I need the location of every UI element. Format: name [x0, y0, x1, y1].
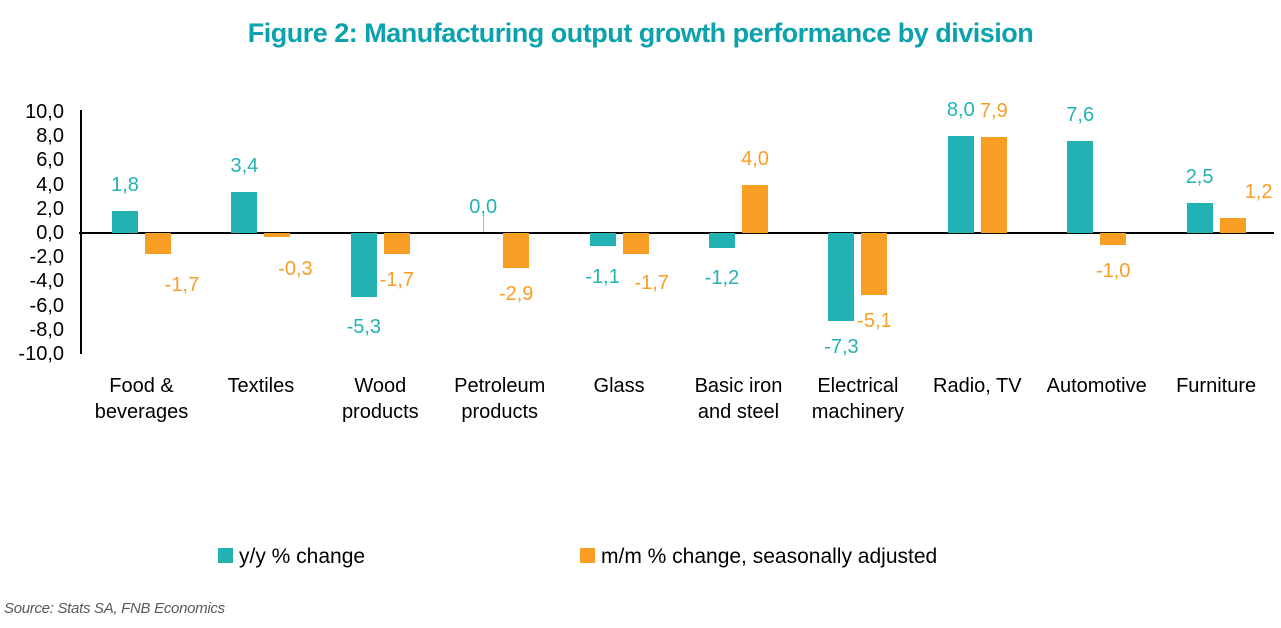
x-axis-category-label: Radio, TV — [933, 375, 1022, 397]
y-axis-tick-label: -4,0 — [29, 270, 64, 293]
bar-mm-3 — [503, 233, 530, 269]
legend-swatch-teal — [218, 548, 233, 563]
bar-value-label: 3,4 — [230, 154, 259, 177]
bar-value-label: -2,9 — [498, 283, 534, 306]
bar-mm-0 — [145, 233, 171, 254]
bar-value-label: -1,7 — [634, 271, 669, 294]
y-axis-tick-label: -8,0 — [29, 318, 64, 341]
legend-label-yy: y/y % change — [239, 545, 366, 568]
y-axis-tick-label: 2,0 — [36, 197, 64, 220]
bar-mm-1 — [264, 233, 291, 237]
y-axis-tick-label: 4,0 — [36, 173, 64, 196]
bar-value-label: -5,1 — [857, 309, 892, 332]
bar-yy-9 — [1186, 202, 1213, 233]
bar-yy-7 — [947, 136, 974, 233]
x-axis-category-label: Electrical machinery — [811, 375, 905, 423]
chart-legend: y/y % change m/m % change, seasonally ad… — [0, 545, 1281, 569]
bar-value-label: 7,9 — [979, 100, 1008, 123]
bar-mm-7 — [980, 137, 1007, 233]
x-axis-category-label: Automotive — [1046, 375, 1147, 397]
bar-value-label: -5,3 — [346, 316, 382, 339]
bar-value-label: -1,0 — [1095, 260, 1131, 283]
bar-value-label: 0,0 — [469, 196, 498, 218]
bar-value-label: -1,7 — [379, 268, 415, 291]
x-axis-category-label: Furniture — [1176, 375, 1257, 397]
x-axis-category-label: Basic iron and steel — [694, 375, 783, 423]
bar-value-label: -7,3 — [824, 336, 859, 359]
bar-value-label: 1,8 — [111, 174, 139, 197]
bar-value-label: 2,5 — [1185, 165, 1214, 188]
x-axis-category-label: Food & beverages — [94, 375, 189, 423]
x-axis-category-label: Glass — [593, 375, 645, 397]
x-axis-zero-line — [79, 232, 1274, 234]
bar-value-label: 8,0 — [946, 99, 975, 122]
bar-mm-2 — [383, 233, 410, 254]
legend-label-mm: m/m % change, seasonally adjusted — [601, 545, 938, 568]
bar-yy-0 — [112, 211, 138, 233]
bar-yy-5 — [709, 233, 735, 248]
bar-value-label: -1,7 — [164, 273, 200, 296]
y-axis-tick-label: 10,0 — [25, 101, 64, 123]
bar-mm-4 — [622, 233, 649, 254]
x-axis-category-label: Textiles — [227, 375, 295, 397]
bar-value-label: -1,1 — [585, 266, 620, 289]
y-axis-tick-label: 0,0 — [36, 222, 64, 244]
bar-yy-4 — [589, 233, 616, 247]
bar-yy-2 — [350, 233, 377, 298]
y-axis-tick-label: 6,0 — [36, 149, 64, 172]
plot-area: 10,0 8,0 6,0 4,0 2,0 0,0 -2,0 -4,0 -6,0 -8,0 -10,0… — [18, 99, 1274, 423]
bar-yy-8 — [1067, 141, 1094, 233]
source-note: Source: Stats SA, FNB Economics — [4, 600, 225, 617]
bar-yy-1 — [231, 191, 258, 233]
zero-value-marker — [483, 213, 485, 232]
bar-value-label: -1,2 — [704, 266, 740, 289]
bar-yy-6 — [828, 233, 855, 322]
y-axis-tick-label: -2,0 — [29, 246, 64, 269]
bar-value-label: 4,0 — [741, 147, 769, 170]
x-axis-category-label: Petroleum products — [454, 375, 546, 423]
legend-swatch-orange — [580, 548, 595, 563]
y-axis-tick-label: -6,0 — [29, 294, 64, 317]
chart-title: Figure 2: Manufacturing output growth pe… — [247, 18, 1034, 48]
y-axis-tick-label: -10,0 — [18, 343, 64, 365]
bar-mm-6 — [861, 233, 888, 295]
y-axis-tick-label: 8,0 — [36, 125, 64, 148]
bar-mm-5 — [742, 184, 768, 233]
bar-mm-9 — [1219, 218, 1246, 233]
x-axis-category-label: Wood products — [341, 375, 419, 423]
bar-value-label: -0,3 — [278, 257, 313, 280]
bar-mm-8 — [1100, 233, 1127, 246]
bar-value-label: 1,2 — [1244, 181, 1273, 204]
bar-value-label: 7,6 — [1066, 104, 1095, 127]
